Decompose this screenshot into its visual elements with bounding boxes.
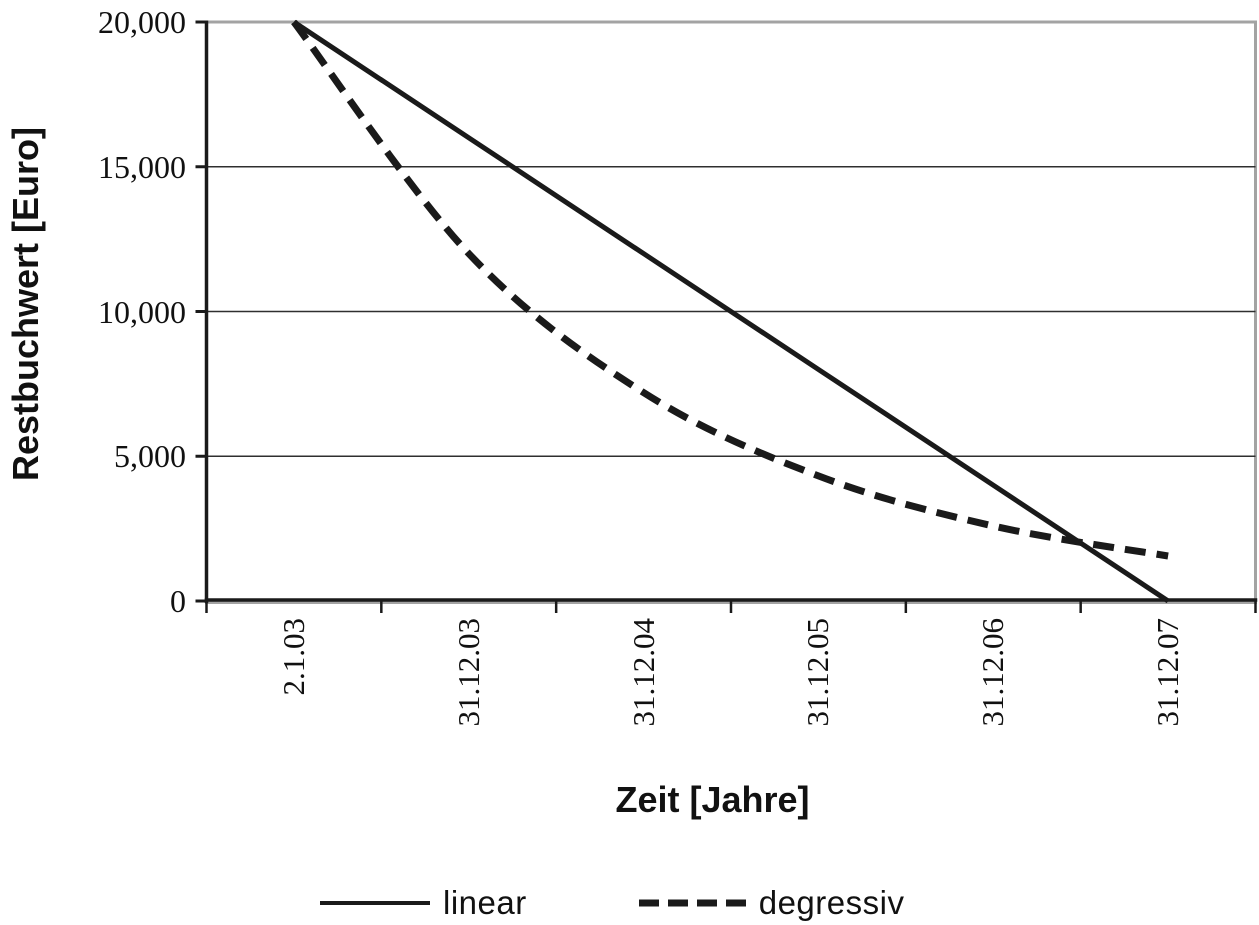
x-tick-label: 31.12.06: [975, 618, 1011, 727]
dashed-line-sample-icon: [638, 899, 746, 907]
solid-line-sample-icon: [320, 901, 430, 905]
series-line-degressiv: [291, 19, 1169, 560]
y-tick-label: 20,000: [98, 4, 186, 40]
y-tick-label: 15,000: [98, 148, 186, 185]
x-tick-label: 31.12.05: [800, 618, 836, 727]
x-tick-label: 2.1.03: [275, 618, 311, 696]
legend: linear degressiv: [320, 884, 904, 922]
y-tick-label: 5,000: [114, 438, 186, 475]
legend-item-linear: linear: [320, 884, 527, 922]
y-tick-label: 10,000: [98, 293, 186, 330]
series-line-linear: [292, 19, 1170, 604]
x-tick-label: 31.12.03: [450, 618, 486, 727]
y-tick-label: 0: [170, 583, 186, 619]
x-axis-title: Zeit [Jahre]: [615, 779, 810, 820]
x-tick-label: 31.12.04: [625, 618, 661, 727]
legend-item-degressiv: degressiv: [638, 884, 905, 922]
legend-label-degressiv: degressiv: [758, 884, 905, 921]
x-tick-label: 31.12.07: [1150, 618, 1186, 727]
legend-label-linear: linear: [443, 884, 527, 921]
